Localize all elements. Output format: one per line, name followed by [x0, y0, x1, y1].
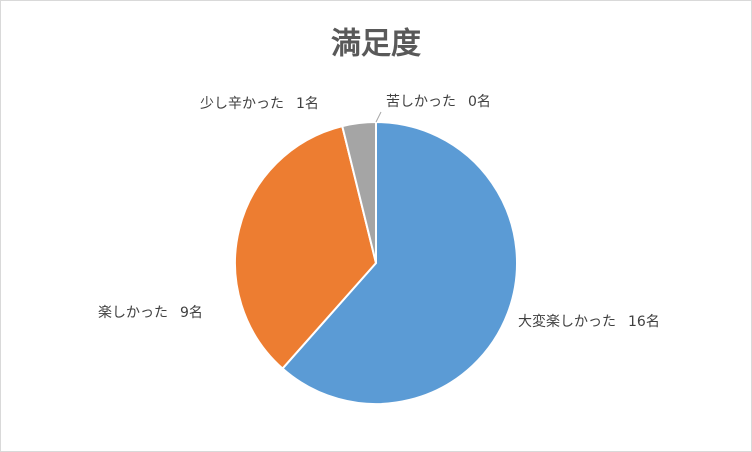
leader-line — [375, 111, 382, 123]
data-label-value: 1名 — [296, 96, 319, 112]
data-label-value: 0名 — [468, 94, 491, 110]
data-label: 大変楽しかった 16名 — [518, 313, 660, 330]
data-label-value: 9名 — [180, 305, 203, 321]
pie-slice — [281, 120, 518, 405]
data-label: 少し辛かった 1名 — [200, 96, 319, 112]
data-label-category: 少し辛かった — [200, 96, 284, 112]
chart-title: 満足度 — [331, 27, 421, 62]
data-label-category: 苦しかった — [386, 94, 456, 110]
data-label-category: 大変楽しかった — [518, 313, 616, 330]
pie-slice — [234, 124, 378, 370]
data-label: 楽しかった 9名 — [98, 305, 203, 321]
data-label-value: 16名 — [628, 314, 660, 330]
data-label: 苦しかった 0名 — [386, 94, 491, 110]
data-label-category: 楽しかった — [98, 305, 168, 321]
